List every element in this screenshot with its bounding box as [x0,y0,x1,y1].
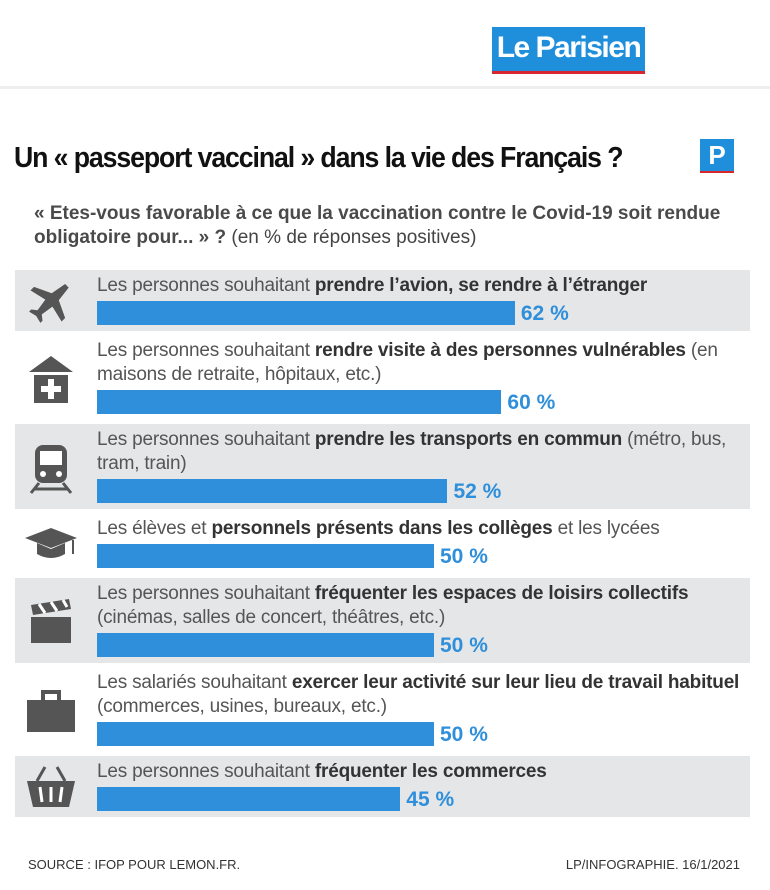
category-text: Les personnes souhaitant [97,340,315,361]
category-emphasis: rendre visite à des personnes vulnérable… [314,340,686,361]
subtitle: « Etes-vous favorable à ce que la vaccin… [34,203,721,248]
badge: P [700,139,734,173]
category-text: Les personnes souhaitant [97,275,315,296]
bar [97,633,434,657]
row-icon [29,283,69,323]
bar [97,301,515,325]
row-icon [29,444,73,494]
category-text: (en maisons de retraite, hôpitaux, etc.) [97,340,718,385]
bar-track: 52 % [97,479,750,503]
category-emphasis: prendre les transports en commun [314,429,623,450]
bar [97,544,434,568]
bar [97,722,434,746]
category-label: Les personnes souhaitant fréquenter les … [97,760,749,784]
bar-track: 50 % [97,544,750,568]
header: Le Parisien [0,0,770,89]
category-label: Les personnes souhaitant fréquenter les … [97,582,749,630]
row-icon [27,765,75,807]
bar [97,479,448,503]
credit: LP/INFOGRAPHIE. 16/1/2021 [565,857,740,872]
value-label: 45 % [406,788,455,811]
logo[interactable]: Le Parisien [492,27,645,74]
bar-rows: Les personnes souhaitant prendre l’avion… [15,270,750,821]
bar-track: 50 % [97,722,750,746]
bar-row: Les personnes souhaitant fréquenter les … [15,578,750,663]
row-icon [25,527,77,558]
subtitle-note: (en % de réponses positives) [231,227,477,248]
category-text: Les personnes souhaitant [97,761,315,782]
bar-row: Les personnes souhaitant prendre l’avion… [15,270,750,331]
bar-track: 60 % [97,390,750,414]
category-text: Les personnes souhaitant [97,583,315,604]
category-text: et les lycées [552,518,660,539]
bar [97,787,401,811]
source: SOURCE : IFOP POUR LEMON.FR. [28,857,241,872]
bar-track: 50 % [97,633,750,657]
category-text: (cinémas, salles de concert, théâtres, e… [97,607,446,628]
category-emphasis: exercer leur activité sur leur lieu de t… [291,672,740,693]
row-icon [31,598,71,643]
category-label: Les personnes souhaitant prendre l’avion… [97,274,749,298]
chart-title: Un « passeport vaccinal » dans la vie de… [14,142,624,174]
category-emphasis: prendre l’avion, se rendre à l’étranger [314,275,648,296]
category-emphasis: personnels présents dans les collèges [211,518,553,539]
value-label: 52 % [453,480,502,503]
category-label: Les personnes souhaitant prendre les tra… [97,428,749,476]
category-label: Les élèves et personnels présents dans l… [97,517,749,541]
bar-row: Les personnes souhaitant fréquenter les … [15,756,750,817]
value-label: 62 % [520,302,569,325]
category-text: (métro, bus, tram, train) [97,429,727,474]
bar-row: Les salariés souhaitant exercer leur act… [15,667,750,752]
category-text: Les salariés souhaitant [97,672,292,693]
bar-track: 62 % [97,301,750,325]
row-icon [27,689,75,732]
value-label: 50 % [440,723,488,746]
bar-row: Les élèves et personnels présents dans l… [15,513,750,574]
category-label: Les salariés souhaitant exercer leur act… [97,671,749,719]
value-label: 60 % [507,391,556,414]
category-text: (commerces, usines, bureaux, etc.) [97,696,387,717]
category-emphasis: fréquenter les commerces [314,761,547,782]
row-icon [29,355,73,403]
value-label: 50 % [440,545,488,568]
value-label: 50 % [440,634,488,657]
bar [97,390,502,414]
category-emphasis: fréquenter les espaces de loisirs collec… [314,583,689,604]
bar-row: Les personnes souhaitant prendre les tra… [15,424,750,509]
bar-row: Les personnes souhaitant rendre visite à… [15,335,750,420]
category-text: Les personnes souhaitant [97,429,315,450]
category-label: Les personnes souhaitant rendre visite à… [97,339,749,387]
category-text: Les élèves et [97,518,212,539]
subtitle-block: « Etes-vous favorable à ce que la vaccin… [34,202,724,250]
bar-track: 45 % [97,787,750,811]
